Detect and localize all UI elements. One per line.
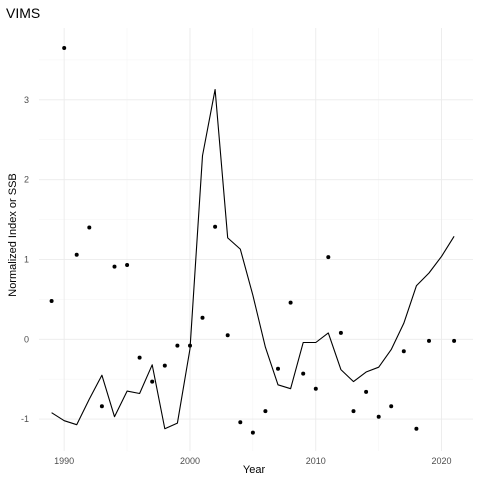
data-point [250,430,255,435]
data-point [125,263,130,267]
y-tick-label: 2 [24,175,29,185]
data-point [175,343,180,348]
data-point [389,404,394,409]
data-point [364,389,369,394]
data-point [200,315,205,320]
data-point [150,379,155,384]
gridlines [39,28,473,451]
data-point [87,225,92,230]
x-axis-title: Year [243,464,266,476]
data-point [427,338,431,343]
y-axis-ticks: -1 0 1 2 3 [21,95,29,424]
data-point [376,414,381,419]
data-point [49,299,54,303]
data-point [213,224,218,229]
y-tick-label: -1 [21,414,29,424]
data-point [99,404,104,409]
series-line [51,88,455,430]
data-point [74,252,79,257]
x-tick-label: 1990 [54,456,74,466]
y-axis-title: Normalized Index or SSB [7,173,19,297]
data-point [452,338,457,343]
x-axis-ticks: 1990 2000 2010 2020 [54,456,451,466]
x-tick-label: 2000 [180,456,200,466]
y-tick-label: 1 [24,254,29,264]
data-point [401,349,406,354]
y-tick-label: 3 [24,95,29,105]
data-point [62,46,67,50]
data-point [326,255,331,260]
data-point [112,264,117,269]
chart-title: VIMS [6,5,40,21]
data-point [338,330,343,335]
y-tick-label: 0 [24,334,29,344]
data-point [188,343,192,348]
data-point [225,333,230,338]
data-point [414,426,419,431]
data-point [276,366,280,371]
data-point [162,363,167,368]
x-tick-label: 2010 [306,456,326,466]
x-tick-label: 2020 [432,456,452,466]
series-layer [49,46,457,435]
data-point [301,371,306,376]
data-point [263,409,268,414]
data-point [313,386,318,391]
data-point [288,300,293,305]
data-point [137,355,142,360]
data-point [238,420,243,425]
data-point [351,409,356,414]
